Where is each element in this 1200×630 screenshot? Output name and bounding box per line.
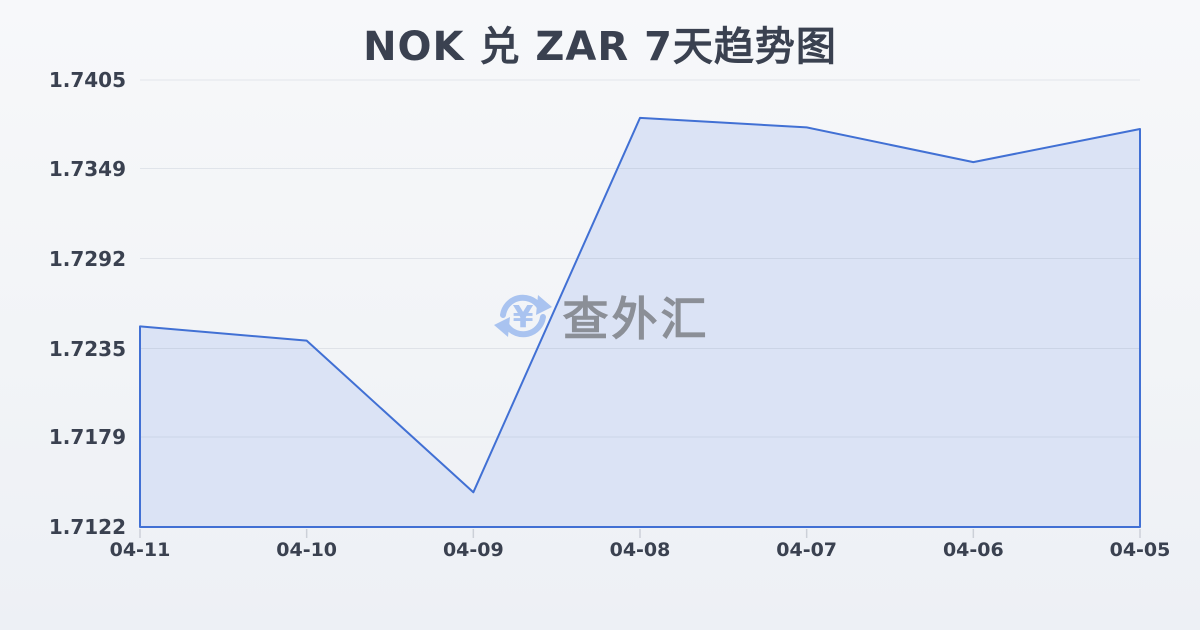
x-axis-label: 04-11: [109, 539, 171, 561]
x-axis-label: 04-10: [276, 539, 338, 561]
y-axis-label: 1.7122: [48, 515, 126, 539]
x-axis-label: 04-05: [1109, 539, 1171, 561]
x-axis-label: 04-07: [776, 539, 838, 561]
chart-title: NOK 兑 ZAR 7天趋势图: [363, 24, 837, 70]
y-axis-label: 1.7349: [48, 156, 126, 181]
series-line: [139, 116, 1141, 528]
area-fill: [140, 117, 1140, 528]
x-axis-label: 04-09: [442, 539, 504, 561]
y-axis-label: 1.7405: [48, 68, 126, 92]
x-axis-label: 04-08: [609, 539, 671, 561]
y-axis-label: 1.7292: [48, 246, 126, 271]
x-axis-label: 04-06: [942, 539, 1004, 561]
y-axis-label: 1.7179: [48, 425, 126, 449]
y-axis-label: 1.7235: [48, 336, 126, 361]
